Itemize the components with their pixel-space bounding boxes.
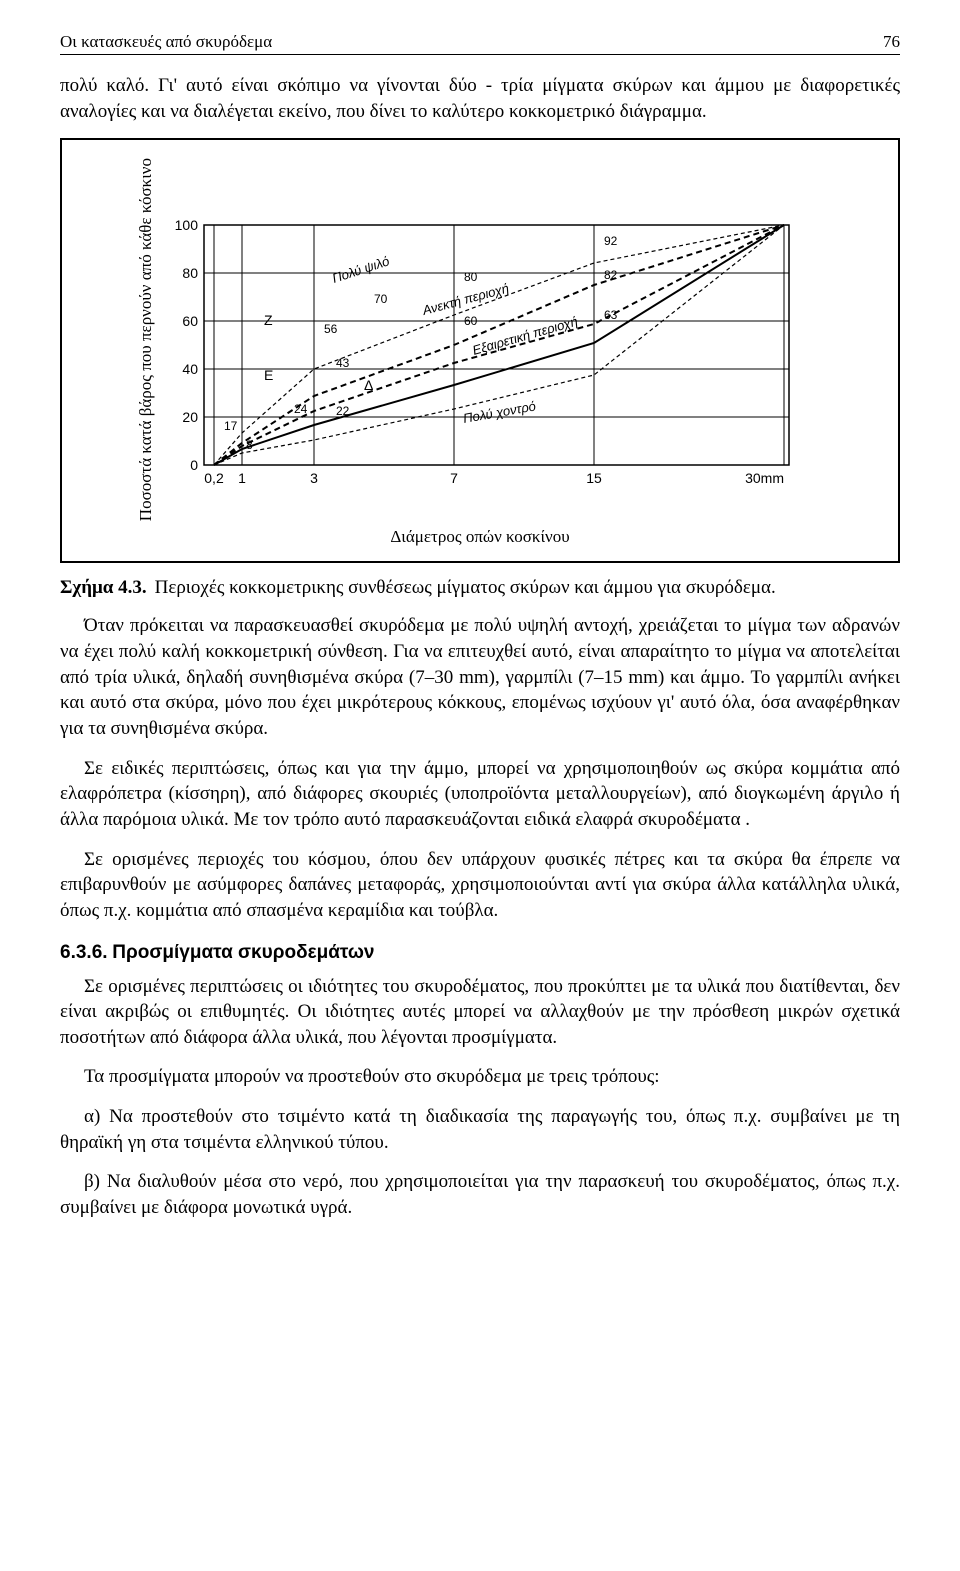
chart-annotation: 82 <box>604 268 618 282</box>
paragraph-7: α) Να προστεθούν στο τσιμέντο κατά τη δι… <box>60 1104 900 1155</box>
paragraph-1: πολύ καλό. Γι' αυτό είναι σκόπιμο να γίν… <box>60 73 900 124</box>
chart-ytick: 100 <box>175 217 199 233</box>
curve-marker: E <box>264 367 273 383</box>
chart-annotation: 92 <box>604 234 618 248</box>
chart-annotation: 24 <box>294 402 308 416</box>
paragraph-8: β) Να διαλυθούν μέσα στο νερό, που χρησι… <box>60 1169 900 1220</box>
chart-xtick: 1 <box>238 470 246 486</box>
chart-xtick: 3 <box>310 470 318 486</box>
chart-ytick: 20 <box>182 409 198 425</box>
chart-container: Ποσοστά κατά βάρος που περνούν από κάθε … <box>60 138 900 563</box>
chart-ytick: 40 <box>182 361 198 377</box>
chart-annotation: 17 <box>224 419 238 433</box>
figure-caption-label: Σχήμα 4.3. <box>60 577 147 599</box>
section-heading: 6.3.6. Προσμίγματα σκυροδεμάτων <box>60 942 900 964</box>
chart-annotation: 70 <box>374 292 388 306</box>
paragraph-2: Όταν πρόκειται να παρασκευασθεί σκυρόδεμ… <box>60 613 900 741</box>
grading-chart: 020406080100 0,21371530mm Πολύ ψιλόΑνεκτ… <box>164 185 824 495</box>
running-title: Οι κατασκευές από σκυρόδεμα <box>60 32 272 52</box>
chart-xtick: 7 <box>450 470 458 486</box>
chart-annotation: 63 <box>604 308 618 322</box>
chart-yaxis-label: Ποσοστά κατά βάρος που περνούν από κάθε … <box>136 158 156 521</box>
figure-caption-text: Περιοχές κοκκομετρικης συνθέσεως μίγματο… <box>155 577 776 599</box>
paragraph-6: Τα προσμίγματα μπορούν να προστεθούν στο… <box>60 1064 900 1090</box>
paragraph-4: Σε ορισμένες περιοχές του κόσμου, όπου δ… <box>60 847 900 924</box>
chart-xtick: 30mm <box>745 470 784 486</box>
chart-annotation: 8 <box>246 438 253 452</box>
curve-marker: Z <box>264 312 273 328</box>
chart-xtick: 0,2 <box>204 470 224 486</box>
section-number: 6.3.6. <box>60 942 108 963</box>
chart-ytick: 0 <box>190 457 198 473</box>
curve-marker: Δ <box>364 377 373 393</box>
chart-annotation: 60 <box>464 314 478 328</box>
chart-annotation: 56 <box>324 322 338 336</box>
chart-annotation: 80 <box>464 270 478 284</box>
section-title: Προσμίγματα σκυροδεμάτων <box>112 942 374 963</box>
chart-xaxis-label: Διάμετρος οπών κοσκίνου <box>390 527 569 547</box>
page-number: 76 <box>883 32 900 52</box>
chart-xtick: 15 <box>586 470 602 486</box>
paragraph-5: Σε ορισμένες περιπτώσεις οι ιδιότητες το… <box>60 974 900 1051</box>
chart-annotation: 22 <box>336 404 350 418</box>
chart-ytick: 80 <box>182 265 198 281</box>
figure-caption: Σχήμα 4.3. Περιοχές κοκκομετρικης συνθέσ… <box>60 577 900 599</box>
chart-ytick: 60 <box>182 313 198 329</box>
paragraph-3: Σε ειδικές περιπτώσεις, όπως και για την… <box>60 756 900 833</box>
chart-annotation: 43 <box>336 356 350 370</box>
